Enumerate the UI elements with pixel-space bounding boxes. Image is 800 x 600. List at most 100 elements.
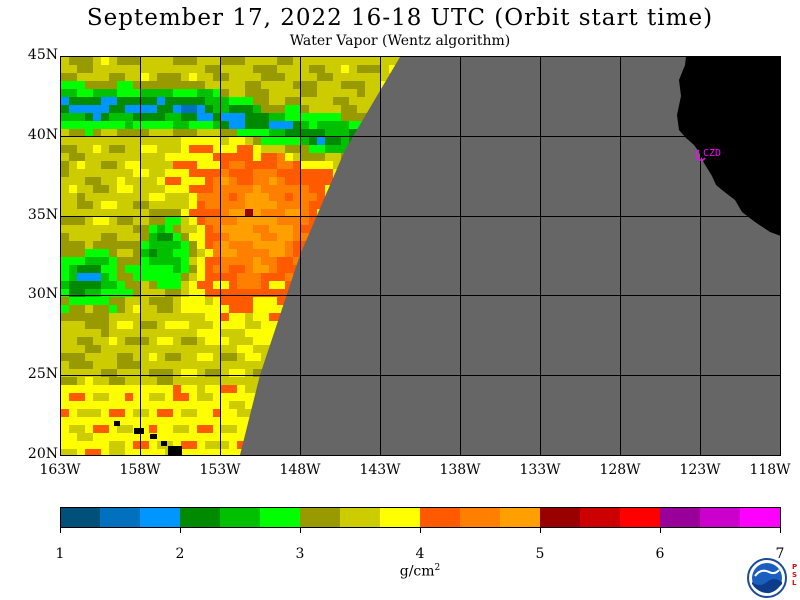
vapor-pixel bbox=[333, 73, 341, 81]
vapor-pixel bbox=[101, 273, 109, 281]
vapor-pixel bbox=[261, 161, 269, 169]
vapor-pixel bbox=[205, 145, 213, 153]
vapor-pixel bbox=[221, 113, 229, 121]
vapor-pixel bbox=[221, 353, 229, 361]
vapor-pixel bbox=[117, 313, 125, 321]
vapor-pixel bbox=[269, 129, 277, 137]
vapor-pixel bbox=[173, 129, 181, 137]
lon-label: 128W bbox=[599, 462, 641, 478]
vapor-pixel bbox=[109, 361, 117, 369]
vapor-pixel bbox=[165, 113, 173, 121]
vapor-pixel bbox=[117, 305, 125, 313]
lat-label: 25N bbox=[27, 366, 58, 383]
vapor-pixel bbox=[77, 305, 85, 313]
vapor-pixel bbox=[173, 353, 181, 361]
vapor-pixel bbox=[165, 161, 173, 169]
vapor-pixel bbox=[85, 225, 93, 233]
vapor-pixel bbox=[181, 137, 189, 145]
vapor-pixel bbox=[293, 97, 301, 105]
vapor-pixel bbox=[181, 249, 189, 257]
vapor-pixel bbox=[245, 377, 253, 385]
vapor-pixel bbox=[189, 433, 197, 441]
vapor-pixel bbox=[69, 321, 77, 329]
vapor-pixel bbox=[285, 249, 293, 257]
vapor-pixel bbox=[69, 105, 77, 113]
vapor-pixel bbox=[181, 153, 189, 161]
vapor-pixel bbox=[237, 193, 245, 201]
vapor-pixel bbox=[189, 289, 197, 297]
vapor-pixel bbox=[85, 433, 93, 441]
vapor-pixel bbox=[157, 81, 165, 89]
vapor-pixel bbox=[101, 345, 109, 353]
vapor-pixel bbox=[141, 265, 149, 273]
vapor-pixel bbox=[101, 65, 109, 73]
vapor-pixel bbox=[157, 305, 165, 313]
vapor-pixel bbox=[301, 233, 309, 241]
vapor-pixel bbox=[149, 329, 157, 337]
vapor-pixel bbox=[261, 209, 269, 217]
vapor-pixel bbox=[109, 289, 117, 297]
vapor-pixel bbox=[237, 185, 245, 193]
vapor-pixel bbox=[245, 385, 253, 393]
vapor-pixel bbox=[285, 57, 293, 65]
vapor-pixel bbox=[157, 337, 165, 345]
vapor-pixel bbox=[221, 137, 229, 145]
vapor-pixel bbox=[133, 297, 141, 305]
vapor-pixel bbox=[125, 369, 133, 377]
vapor-pixel bbox=[149, 249, 157, 257]
vapor-pixel bbox=[253, 249, 261, 257]
vapor-pixel bbox=[93, 329, 101, 337]
vapor-pixel bbox=[149, 209, 157, 217]
vapor-pixel bbox=[237, 81, 245, 89]
vapor-pixel bbox=[85, 137, 93, 145]
vapor-pixel bbox=[157, 249, 165, 257]
colorbar-cell bbox=[100, 507, 141, 527]
vapor-pixel bbox=[85, 193, 93, 201]
vapor-pixel bbox=[93, 113, 101, 121]
vapor-pixel bbox=[181, 241, 189, 249]
vapor-pixel bbox=[221, 209, 229, 217]
vapor-pixel bbox=[117, 153, 125, 161]
vapor-pixel bbox=[237, 209, 245, 217]
vapor-pixel bbox=[101, 337, 109, 345]
vapor-pixel bbox=[125, 65, 133, 73]
vapor-pixel bbox=[261, 105, 269, 113]
vapor-pixel bbox=[109, 305, 117, 313]
vapor-pixel bbox=[189, 65, 197, 73]
vapor-pixel bbox=[197, 153, 205, 161]
vapor-pixel bbox=[213, 377, 221, 385]
vapor-pixel bbox=[141, 353, 149, 361]
vapor-pixel bbox=[229, 265, 237, 273]
vapor-pixel bbox=[245, 369, 253, 377]
vapor-pixel bbox=[365, 105, 373, 113]
vapor-pixel bbox=[165, 297, 173, 305]
vapor-pixel bbox=[85, 217, 93, 225]
vapor-pixel bbox=[61, 305, 69, 313]
vapor-pixel bbox=[325, 97, 333, 105]
vapor-pixel bbox=[101, 377, 109, 385]
vapor-pixel bbox=[157, 233, 165, 241]
vapor-pixel bbox=[101, 209, 109, 217]
vapor-pixel bbox=[293, 89, 301, 97]
vapor-pixel bbox=[149, 313, 157, 321]
vapor-pixel bbox=[101, 201, 109, 209]
vapor-pixel bbox=[309, 121, 317, 129]
colorbar-tick-label: 3 bbox=[295, 546, 305, 562]
vapor-pixel bbox=[181, 385, 189, 393]
vapor-pixel bbox=[69, 305, 77, 313]
vapor-pixel bbox=[157, 433, 165, 441]
vapor-pixel bbox=[141, 209, 149, 217]
vapor-pixel bbox=[93, 313, 101, 321]
vapor-pixel bbox=[61, 329, 69, 337]
vapor-pixel bbox=[157, 57, 165, 65]
vapor-pixel bbox=[157, 177, 165, 185]
vapor-pixel bbox=[61, 57, 69, 65]
vapor-pixel bbox=[301, 201, 309, 209]
vapor-pixel bbox=[173, 153, 181, 161]
vapor-pixel bbox=[189, 441, 197, 449]
vapor-pixel bbox=[141, 193, 149, 201]
vapor-pixel bbox=[77, 233, 85, 241]
vapor-pixel bbox=[285, 145, 293, 153]
vapor-pixel bbox=[253, 337, 261, 345]
vapor-pixel bbox=[149, 161, 157, 169]
